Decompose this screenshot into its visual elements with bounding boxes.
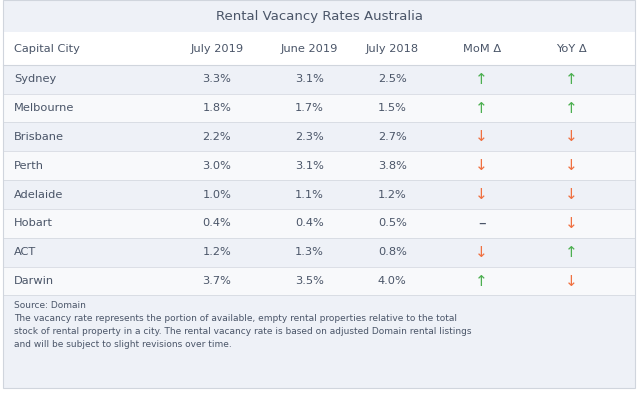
Text: 3.1%: 3.1% (295, 74, 324, 84)
Bar (3, 0, 635, 32)
Text: June 2019: June 2019 (281, 43, 338, 54)
Text: 2.5%: 2.5% (378, 74, 407, 84)
Text: YoY Δ: YoY Δ (556, 43, 586, 54)
Text: Melbourne: Melbourne (14, 103, 75, 113)
Text: ↑: ↑ (565, 245, 577, 260)
Text: 2.7%: 2.7% (378, 132, 407, 142)
Text: 0.4%: 0.4% (295, 218, 324, 228)
Text: ↓: ↓ (475, 158, 488, 173)
Text: 1.0%: 1.0% (202, 190, 232, 199)
Text: ↑: ↑ (565, 101, 577, 115)
Text: ACT: ACT (14, 247, 36, 257)
Text: 3.1%: 3.1% (295, 161, 324, 171)
Text: 0.5%: 0.5% (378, 218, 407, 228)
Text: 1.7%: 1.7% (295, 103, 324, 113)
Text: 3.8%: 3.8% (378, 161, 407, 171)
Text: July 2019: July 2019 (190, 43, 244, 54)
Text: 1.2%: 1.2% (378, 190, 407, 199)
Text: 2.3%: 2.3% (295, 132, 324, 142)
Text: July 2018: July 2018 (366, 43, 419, 54)
Text: ↓: ↓ (565, 216, 577, 231)
Text: Sydney: Sydney (14, 74, 56, 84)
Text: ↓: ↓ (475, 187, 488, 202)
Text: ↑: ↑ (475, 101, 488, 115)
Bar (3, 32, 635, 65)
Text: Rental Vacancy Rates Australia: Rental Vacancy Rates Australia (216, 10, 422, 23)
Text: 0.4%: 0.4% (202, 218, 232, 228)
Bar (3, 122, 635, 151)
Text: MoM Δ: MoM Δ (463, 43, 501, 54)
Bar (3, 238, 635, 267)
Text: Adelaide: Adelaide (14, 190, 63, 199)
Text: ↑: ↑ (475, 274, 488, 288)
Text: ↓: ↓ (565, 274, 577, 288)
Text: ↑: ↑ (475, 72, 488, 87)
Text: ↓: ↓ (565, 158, 577, 173)
Text: 1.3%: 1.3% (295, 247, 324, 257)
Text: ↓: ↓ (475, 130, 488, 144)
Text: 3.0%: 3.0% (202, 161, 232, 171)
Text: 3.5%: 3.5% (295, 276, 324, 286)
Text: Capital City: Capital City (14, 43, 80, 54)
Text: –: – (478, 216, 486, 231)
Text: 1.1%: 1.1% (295, 190, 324, 199)
Text: 4.0%: 4.0% (378, 276, 407, 286)
Text: ↑: ↑ (565, 72, 577, 87)
Text: ↓: ↓ (565, 130, 577, 144)
Bar (3, 180, 635, 209)
Text: 3.3%: 3.3% (202, 74, 232, 84)
Text: ↓: ↓ (565, 187, 577, 202)
Text: 3.7%: 3.7% (202, 276, 232, 286)
Bar (3, 65, 635, 94)
Text: Source: Domain
The vacancy rate represents the portion of available, empty renta: Source: Domain The vacancy rate represen… (14, 301, 471, 349)
Text: 1.2%: 1.2% (202, 247, 232, 257)
Bar (3, 209, 635, 238)
Text: Brisbane: Brisbane (14, 132, 64, 142)
Text: ↓: ↓ (475, 245, 488, 260)
Text: Darwin: Darwin (14, 276, 54, 286)
Bar (3, 94, 635, 122)
Text: 1.8%: 1.8% (202, 103, 232, 113)
Text: Perth: Perth (14, 161, 44, 171)
Text: 2.2%: 2.2% (203, 132, 231, 142)
Text: Hobart: Hobart (14, 218, 53, 228)
Bar (3, 295, 635, 388)
Text: 1.5%: 1.5% (378, 103, 407, 113)
Bar (3, 151, 635, 180)
Bar (3, 267, 635, 295)
Text: 0.8%: 0.8% (378, 247, 407, 257)
